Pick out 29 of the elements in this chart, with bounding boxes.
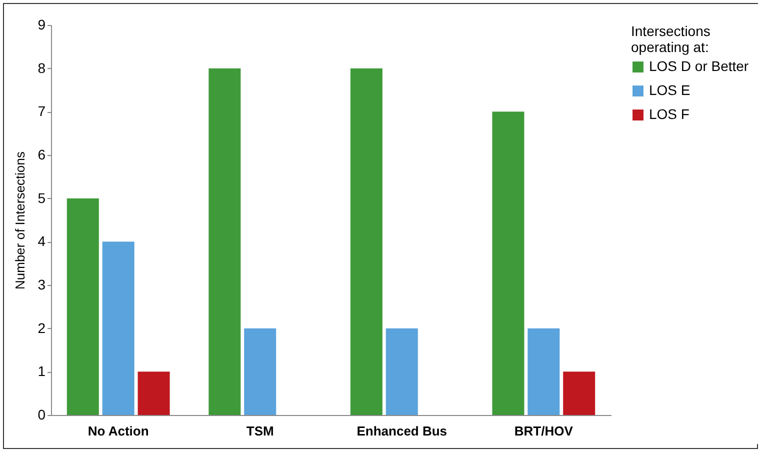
y-tick-label: 9 — [38, 16, 46, 32]
bar — [102, 242, 134, 415]
y-tick-label: 5 — [38, 190, 46, 206]
y-axis-title: Number of Intersections — [12, 151, 28, 290]
bar — [563, 372, 596, 415]
bar — [66, 198, 99, 415]
legend-label: LOS E — [649, 82, 690, 98]
bar — [492, 112, 524, 415]
x-tick-label: Enhanced Bus — [356, 424, 448, 438]
y-tick-label: 2 — [38, 320, 46, 336]
legend-label: LOS F — [649, 106, 690, 122]
legend-label: LOS D or Better — [649, 58, 749, 74]
y-tick-label: 7 — [38, 103, 46, 120]
bar — [244, 328, 276, 415]
bar — [138, 372, 170, 415]
y-tick-label: 1 — [38, 363, 46, 380]
y-tick-label: 3 — [38, 276, 46, 292]
y-tick-label: 6 — [38, 146, 46, 162]
bar — [386, 328, 418, 415]
x-tick-label: No Action — [88, 424, 149, 438]
y-tick-label: 8 — [38, 60, 46, 76]
bar — [528, 328, 560, 415]
x-tick-label: BRT/HOV — [514, 424, 574, 438]
bar — [350, 68, 382, 415]
x-tick-label: TSM — [246, 424, 274, 438]
legend-title: Intersections operating at: — [631, 23, 710, 55]
y-tick-label: 4 — [38, 233, 46, 250]
y-tick-label: 0 — [38, 406, 46, 422]
bar — [208, 68, 241, 415]
